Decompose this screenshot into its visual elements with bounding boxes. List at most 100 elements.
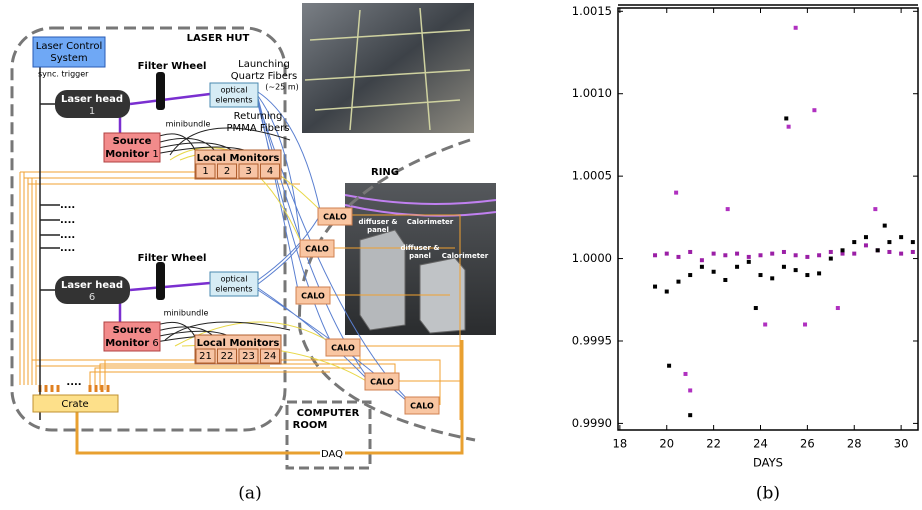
data-point	[911, 250, 915, 254]
calo-label: CALO	[410, 402, 434, 411]
data-point	[841, 248, 845, 252]
data-point	[759, 253, 763, 257]
local-monitor-number: 2	[224, 166, 230, 177]
local-monitors: Local Monitors1234	[195, 150, 281, 179]
filter-wheel-label: Filter Wheel	[138, 61, 207, 72]
data-point	[735, 265, 739, 269]
ring-photo-label: panel	[409, 252, 431, 260]
data-point	[723, 253, 727, 257]
data-point	[674, 191, 678, 195]
photo-detail	[360, 230, 405, 330]
data-point	[883, 224, 887, 228]
computer-room-label: COMPUTER	[297, 408, 360, 419]
laser-head-label: Laser head	[61, 280, 123, 291]
source-monitor-label: Source	[113, 325, 152, 336]
calo-label: CALO	[301, 292, 325, 301]
data-point	[911, 240, 915, 244]
ring-photo-label: panel	[367, 226, 389, 234]
launching-label: (~25 m)	[265, 83, 298, 92]
caption: (b)	[756, 484, 780, 504]
data-point	[747, 255, 751, 259]
data-point	[726, 207, 730, 211]
data-point	[665, 252, 669, 256]
x-tick-label: 22	[706, 437, 721, 451]
filter-wheel	[156, 72, 165, 110]
data-point	[754, 306, 758, 310]
data-point	[712, 252, 716, 256]
data-point	[782, 250, 786, 254]
optical-elements-label: optical	[221, 275, 248, 284]
source-monitor-label: Monitor	[105, 149, 149, 160]
data-point	[653, 253, 657, 257]
source-monitor-label: Monitor	[105, 338, 149, 349]
ring-title: RING	[371, 167, 399, 178]
ellipsis: ....	[66, 377, 81, 388]
y-tick-label: 1.0005	[572, 169, 612, 183]
data-point	[676, 255, 680, 259]
local-monitor-number: 24	[264, 351, 277, 362]
computer-room-label: ROOM	[293, 420, 328, 431]
laser-head-label: Laser head	[61, 94, 123, 105]
launching-label: Quartz Fibers	[231, 71, 297, 82]
y-tick-label: 1.0015	[572, 4, 612, 18]
data-point	[817, 271, 821, 275]
data-point	[700, 258, 704, 262]
data-point	[887, 250, 891, 254]
data-point	[864, 235, 868, 239]
calo-label: CALO	[331, 344, 355, 353]
data-point	[653, 285, 657, 289]
data-point	[667, 364, 671, 368]
daq-label: DAQ	[321, 449, 343, 460]
plot-frame	[618, 8, 918, 430]
data-point	[899, 252, 903, 256]
data-point	[782, 265, 786, 269]
x-tick-label: 26	[800, 437, 815, 451]
local-monitors-label: Local Monitors	[197, 338, 280, 349]
trigger-lines	[40, 67, 60, 420]
local-monitor-number: 4	[267, 166, 273, 177]
data-point	[873, 207, 877, 211]
x-tick-label: 24	[753, 437, 768, 451]
ellipsis: ....	[60, 215, 75, 226]
local-monitor-number: 3	[245, 166, 251, 177]
data-point	[817, 253, 821, 257]
data-point	[688, 413, 692, 417]
data-point	[794, 26, 798, 30]
laser-head-number: 6	[89, 292, 95, 303]
ring-photo-label: diffuser &	[401, 244, 440, 252]
y-tick-label: 1.0010	[572, 86, 612, 100]
local-monitor-number: 22	[221, 351, 234, 362]
calo-label: CALO	[305, 245, 329, 254]
photo-laser-table	[302, 3, 474, 133]
data-point	[899, 235, 903, 239]
laser-head-number: 1	[89, 106, 95, 117]
optical-elements-label: elements	[215, 285, 252, 294]
ellipsis: ....	[60, 243, 75, 254]
y-tick-label: 0.9990	[572, 416, 612, 430]
crate-label: Crate	[61, 399, 88, 410]
y-tick-label: 0.9995	[572, 333, 612, 347]
data-point	[723, 278, 727, 282]
data-point	[684, 372, 688, 376]
source-monitor-number: 1	[152, 149, 158, 160]
data-point	[852, 252, 856, 256]
data-point	[712, 270, 716, 274]
data-point	[688, 250, 692, 254]
source-monitor-label: Source	[113, 136, 152, 147]
data-point	[887, 240, 891, 244]
data-point	[700, 265, 704, 269]
source-monitor-label: Monitor 6	[105, 338, 159, 349]
ring-photo-label: diffuser &	[359, 218, 398, 226]
returning-label: Returning	[234, 111, 283, 122]
ring-photo-label: Calorimeter	[407, 218, 454, 226]
data-point	[805, 273, 809, 277]
data-point	[770, 276, 774, 280]
x-tick-label: 20	[659, 437, 674, 451]
x-tick-label: 28	[847, 437, 862, 451]
data-point	[688, 273, 692, 277]
laser-control-label: Laser Control	[36, 41, 103, 52]
local-monitor-number: 23	[242, 351, 255, 362]
calo-label: CALO	[323, 213, 347, 222]
returning-label: PMMA Fibers	[227, 123, 290, 134]
